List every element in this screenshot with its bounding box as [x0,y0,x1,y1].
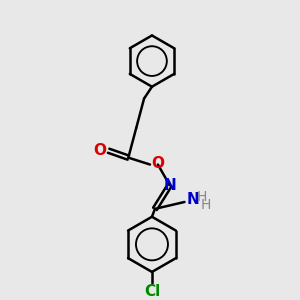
Text: N: N [163,178,176,193]
Text: O: O [152,156,164,171]
Text: O: O [93,143,106,158]
Text: Cl: Cl [144,284,160,299]
Text: H: H [201,198,211,212]
Text: H: H [197,190,207,204]
Text: N: N [187,191,200,206]
